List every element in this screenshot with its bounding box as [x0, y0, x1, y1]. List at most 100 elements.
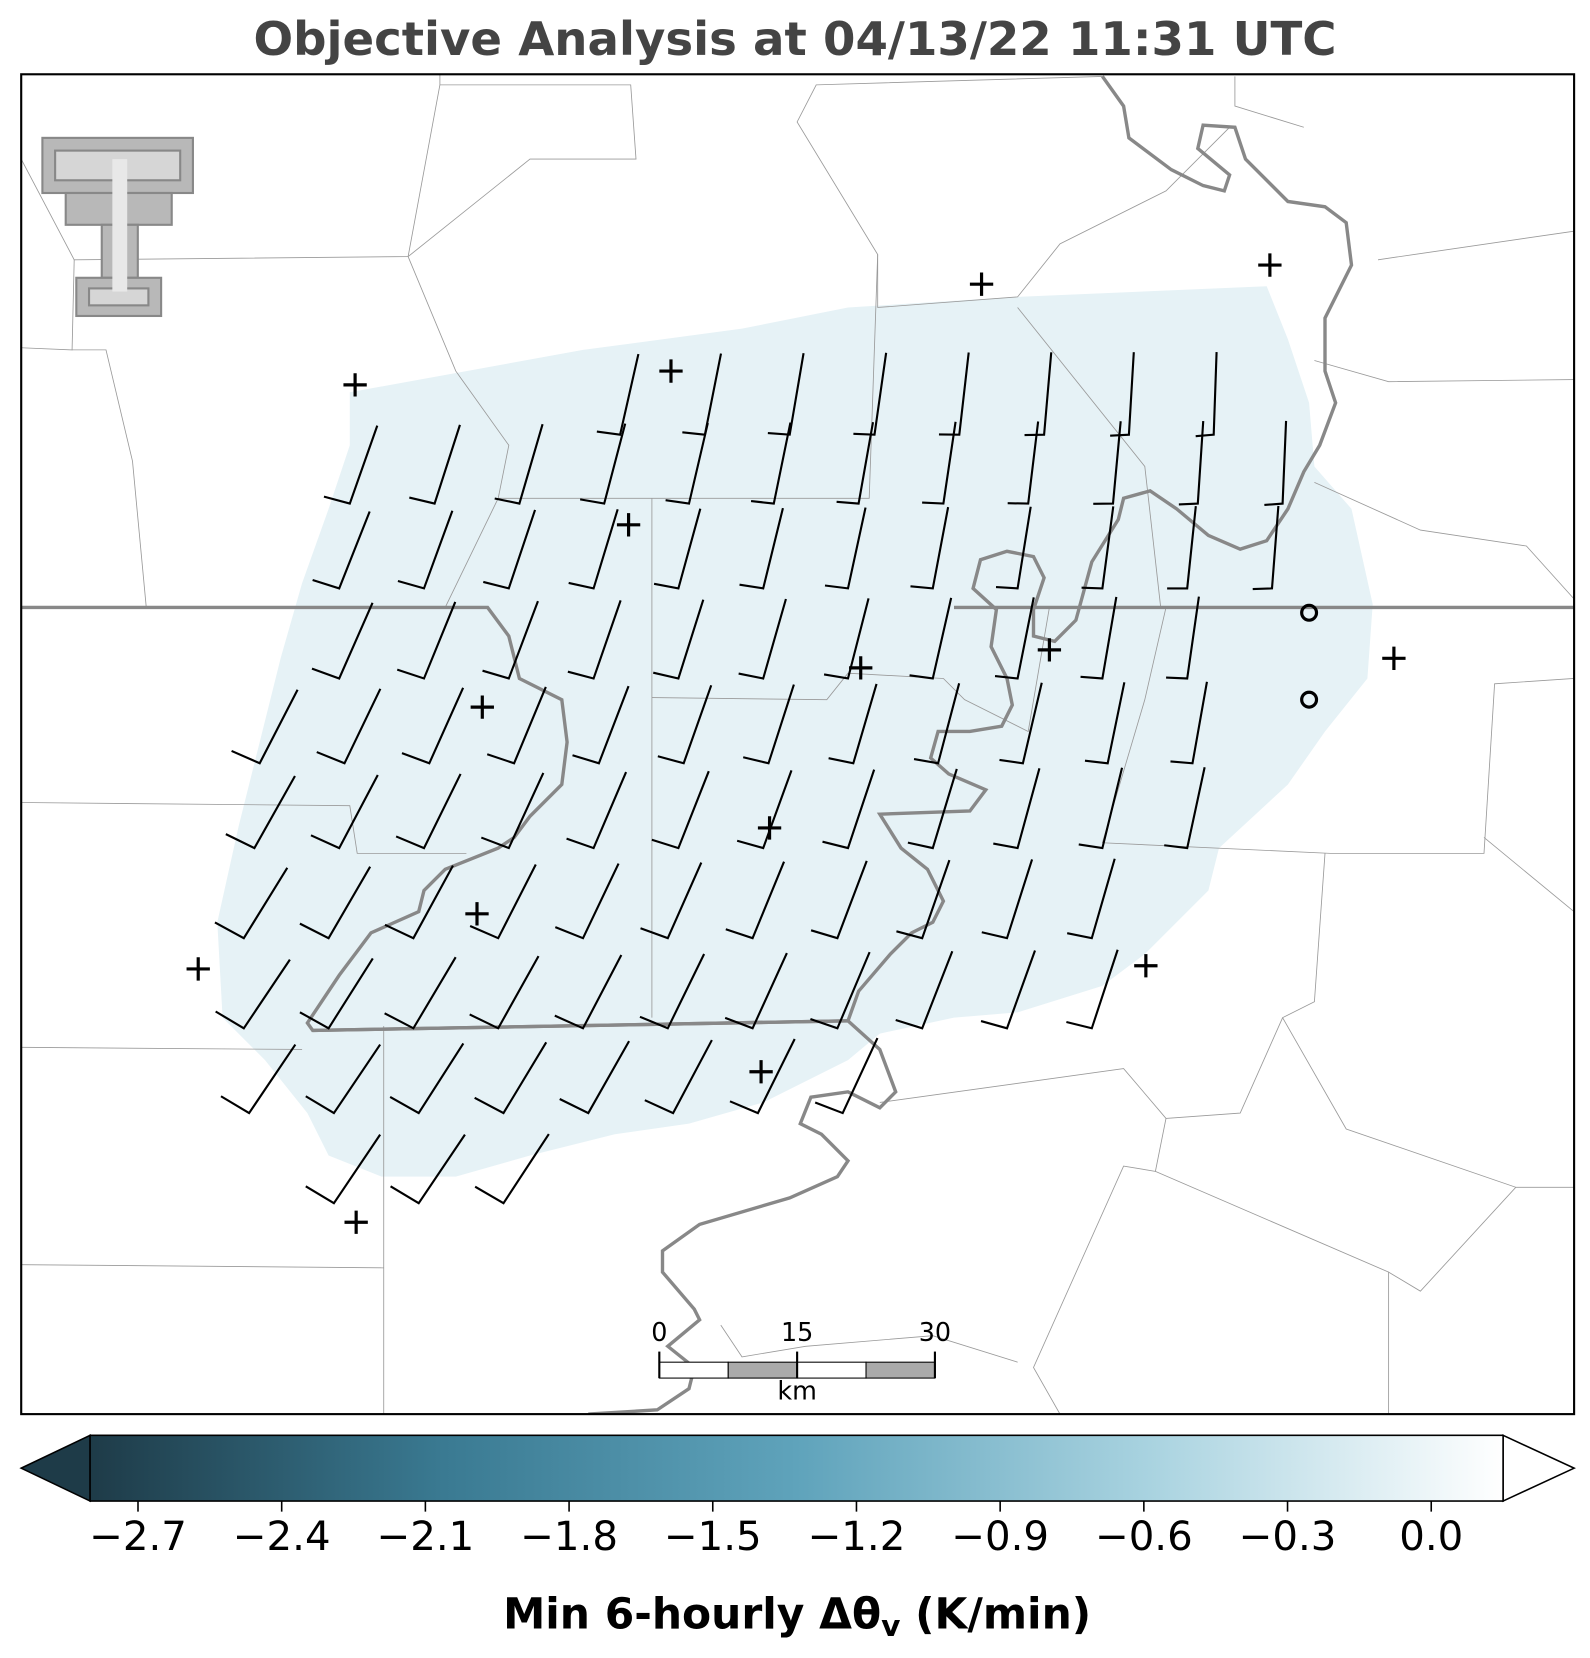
wind-barb [1081, 506, 1115, 590]
wind-barb [1252, 505, 1280, 591]
wind-barb [1066, 949, 1119, 1030]
analysis-shading [217, 286, 1373, 1177]
wind-barb [910, 506, 950, 590]
colorbar-tick-label: −1.2 [808, 1514, 906, 1560]
scale-unit: km [777, 1375, 817, 1405]
wind-barb [922, 421, 957, 505]
station-plus [849, 656, 873, 680]
wind-barb [554, 863, 620, 940]
wind-barb [980, 950, 1036, 1030]
wind-barb [750, 422, 792, 505]
title: Objective Analysis at 04/13/22 11:31 UTC [253, 12, 1336, 66]
wind-barb [316, 688, 382, 765]
scale-bar: 0 15 30 km [651, 1317, 951, 1405]
wind-barb [1178, 421, 1205, 506]
wind-barb [384, 956, 457, 1030]
wind-barb [559, 1040, 630, 1115]
colorbar-label: Min 6-hourly Δθv (K/min) [503, 1589, 1091, 1643]
colorbar-tick-label: −2.7 [89, 1514, 187, 1560]
colorbar-fill [89, 1434, 1504, 1502]
wind-barb [566, 771, 628, 850]
wind-barb [494, 423, 544, 505]
station-plus [1258, 253, 1282, 277]
wind-barb [215, 959, 291, 1030]
station-plus [465, 902, 489, 926]
station-plus [969, 272, 994, 296]
wind-barb [814, 1037, 879, 1115]
wind-barb [1170, 681, 1208, 765]
wind-barb [725, 861, 786, 940]
wind-barb [1166, 596, 1200, 680]
wind-barb [1080, 596, 1118, 680]
wind-barb [480, 772, 545, 850]
station-plus [757, 816, 782, 840]
station-plus [344, 1210, 368, 1234]
wind-barb [474, 1041, 548, 1115]
wind-barb [474, 1133, 550, 1205]
wind-barb [305, 1134, 382, 1205]
wind-barb [644, 1039, 713, 1115]
wind-barb [469, 864, 537, 940]
wind-barb [824, 507, 867, 590]
wind-barb [312, 511, 371, 590]
wind-barb [482, 600, 539, 680]
wind-barb [401, 687, 465, 765]
station-circle [1300, 603, 1319, 622]
wind-barb [836, 421, 875, 505]
wind-barb [1007, 421, 1040, 505]
wind-barb [1078, 767, 1124, 850]
wind-barb [323, 425, 379, 505]
wind-barb [311, 602, 374, 680]
wind-barb [469, 955, 540, 1030]
station-plus [1134, 954, 1158, 978]
wind-barb [299, 866, 372, 940]
wind-barb [390, 1134, 466, 1205]
wind-barb [895, 950, 954, 1030]
wind-barb [724, 952, 788, 1030]
extend-high [1502, 1434, 1576, 1503]
station-circle [1300, 690, 1319, 709]
colorbar-tick-label: −0.9 [951, 1514, 1049, 1560]
rivers [21, 75, 1575, 1415]
wind-barb [909, 597, 953, 680]
station-plus [186, 957, 210, 981]
colorbar: −2.7 −2.4 −2.1 −1.8 −1.5 −1.2 −0.9 −0.6 −0.3 0.0 [19, 1434, 1576, 1560]
wind-barb [1024, 352, 1053, 437]
station-plus [1037, 638, 1062, 662]
wind-barb [640, 862, 703, 940]
wind-barb [653, 508, 702, 590]
wind-barb [596, 353, 640, 436]
station-plus [343, 373, 367, 397]
wind-barb [310, 774, 379, 850]
wind-barb [729, 1038, 796, 1115]
colorbar-tick-label: −0.3 [1239, 1514, 1337, 1560]
colorbar-tick-label: −0.6 [1095, 1514, 1193, 1560]
wind-barb [736, 770, 793, 850]
wind-barb [913, 683, 961, 765]
wind-barb [639, 953, 706, 1030]
wind-barb [389, 1042, 465, 1115]
wind-barb [742, 684, 795, 765]
wind-barb [1110, 352, 1135, 437]
wind-barb [995, 506, 1032, 590]
station-plus [616, 513, 641, 537]
wind-barb [810, 860, 868, 940]
wind-barb [220, 1043, 297, 1115]
logo [41, 136, 194, 318]
colorbar-tick-label: 0.0 [1399, 1514, 1463, 1560]
wind-barb [738, 598, 787, 680]
colorbar-tick-label: −2.4 [233, 1514, 331, 1560]
wind-barb [568, 508, 619, 590]
wind-barb [225, 775, 296, 850]
wind-barbs [214, 352, 1288, 1205]
colorbar-tick-label: −1.5 [664, 1514, 762, 1560]
wind-barb [572, 685, 630, 765]
wind-barb [999, 682, 1043, 765]
wind-barb [739, 507, 784, 590]
wind-barb [1164, 767, 1206, 850]
wind-barb [395, 773, 462, 850]
wind-barb [652, 599, 705, 680]
wind-barb [554, 954, 623, 1030]
wind-barb [822, 769, 876, 850]
